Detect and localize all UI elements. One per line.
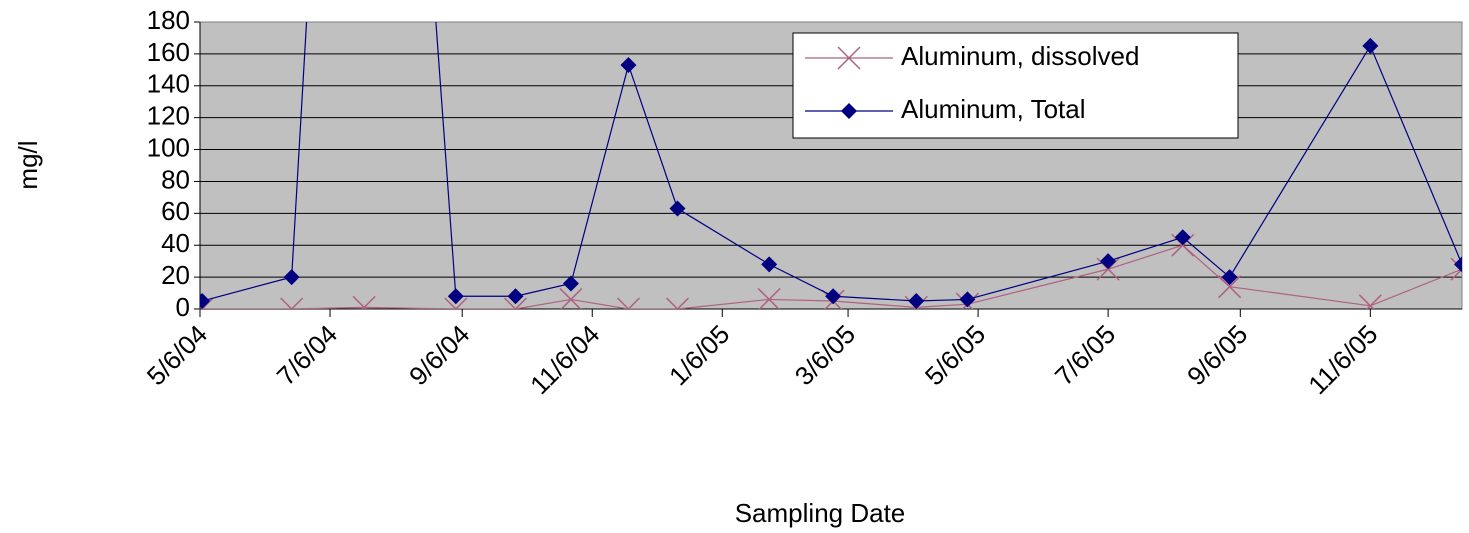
marker [669,200,686,217]
x-tick-label: 1/6/05 [663,319,735,391]
y-tick-label: 60 [161,196,190,226]
marker [837,46,861,70]
x-tick-label: 9/6/04 [403,319,475,391]
y-axis-label: mg/l [13,140,43,189]
y-tick-label: 40 [161,228,190,258]
x-tick-label: 7/6/05 [1049,319,1121,391]
y-tick-label: 180 [147,5,190,35]
marker [908,293,925,309]
marker [1358,294,1382,309]
y-tick-label: 80 [161,164,190,194]
marker [1221,269,1238,286]
marker [562,275,579,292]
marker [1174,229,1191,246]
x-tick-label: 11/6/04 [524,319,605,400]
marker [959,291,976,308]
x-tick-label: 5/6/04 [141,319,213,391]
marker [280,297,304,309]
x-axis-label: Sampling Date [735,498,906,528]
legend-label: Aluminum, dissolved [901,41,1139,71]
x-tick-label: 9/6/05 [1181,319,1253,391]
marker [761,256,778,273]
marker [1218,275,1242,299]
marker [841,103,857,119]
y-tick-label: 100 [147,132,190,162]
marker [757,287,781,309]
marker [1450,257,1462,281]
marker [1100,253,1117,270]
legend-label: Aluminum, Total [901,94,1086,124]
y-tick-label: 120 [147,101,190,131]
y-tick-label: 0 [176,292,190,322]
x-tick-label: 3/6/05 [789,319,861,391]
marker [283,269,300,286]
y-tick-label: 20 [161,260,190,290]
marker [620,57,637,74]
x-tick-label: 7/6/04 [271,319,343,391]
x-tick-label: 5/6/05 [919,319,991,391]
marker [1362,37,1379,54]
marker [447,288,464,305]
marker [665,297,690,309]
marker [559,287,583,309]
marker [444,297,468,309]
legend-box [792,32,1239,139]
x-tick-label: 11/6/05 [1302,319,1383,400]
marker [825,288,842,305]
y-tick-label: 160 [147,37,190,67]
marker [503,297,528,309]
marker [507,288,524,305]
marker [352,295,376,309]
marker [1454,256,1462,273]
marker [200,293,211,309]
marker [616,297,641,309]
plot-layer [200,22,1462,309]
y-tick-label: 140 [147,69,190,99]
